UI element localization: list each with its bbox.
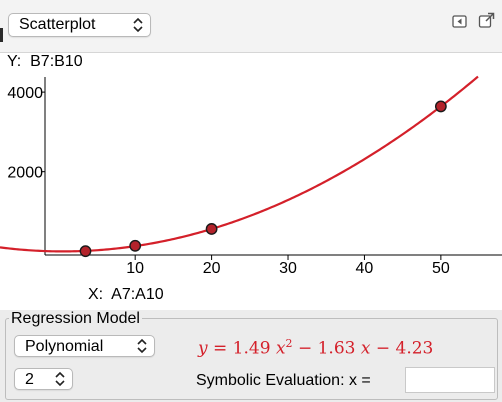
symbolic-evaluation-label: Symbolic Evaluation: x = — [196, 372, 371, 389]
y-tick-label: 4000 — [7, 85, 43, 102]
y-axis-range: B7:B10 — [30, 53, 83, 70]
formula-lhs: y — [198, 338, 208, 359]
formula-coef-a: 1.49 — [232, 338, 271, 359]
formula-equals: = — [213, 338, 228, 359]
data-point — [205, 223, 218, 235]
data-point — [434, 100, 447, 113]
formula-coef-c: 4.23 — [395, 338, 434, 359]
popout-window-icon[interactable] — [478, 12, 495, 29]
y-axis-prefix: Y: — [7, 53, 22, 70]
x-axis-range: A7:A10 — [111, 286, 164, 303]
x-tick-label: 40 — [356, 260, 374, 277]
regression-model-select[interactable]: Polynomial — [14, 335, 155, 357]
chevron-up-down-icon — [54, 371, 66, 387]
regression-group-frame — [5, 318, 498, 400]
data-point — [79, 245, 92, 258]
data-point — [129, 239, 142, 252]
x-tick-label: 20 — [203, 260, 221, 277]
formula-operator-2: − — [375, 338, 391, 359]
regression-panel: Regression Model Polynomial y = 1.49 x2 … — [0, 310, 502, 402]
x-tick-label: 10 — [126, 260, 144, 277]
formula-var-x: x — [360, 338, 371, 359]
degree-value: 2 — [25, 371, 34, 388]
regression-formula: y = 1.49 x2 − 1.63 x − 4.23 — [198, 337, 433, 359]
formula-operator-1: − — [297, 338, 313, 359]
symbolic-evaluation-input[interactable] — [405, 367, 495, 393]
chevron-up-down-icon — [132, 17, 144, 33]
collapse-panel-icon[interactable] — [452, 15, 468, 29]
degree-stepper[interactable]: 2 — [14, 368, 73, 390]
formula-var-x2: x — [275, 338, 286, 359]
formula-coef-b: 1.63 — [317, 338, 356, 359]
x-axis-range-label: X: A7:A10 — [88, 286, 164, 304]
plot-type-value: Scatterplot — [19, 16, 96, 33]
window-edge-marker — [0, 28, 3, 42]
x-tick-label: 30 — [279, 260, 297, 277]
scatter-plot[interactable]: 10 20 30 40 50 2000 4000 — [0, 52, 502, 310]
x-axis-prefix: X: — [88, 286, 104, 303]
regression-curve — [0, 75, 479, 253]
plot-type-select[interactable]: Scatterplot — [8, 13, 151, 37]
regression-group-title: Regression Model — [9, 310, 142, 328]
formula-exponent: 2 — [285, 337, 293, 350]
y-axis-range-label: Y: B7:B10 — [7, 53, 83, 71]
x-tick-label: 50 — [432, 260, 450, 277]
chevron-up-down-icon — [136, 338, 148, 354]
scatter-plot-svg: 10 20 30 40 50 2000 4000 — [0, 75, 502, 277]
y-tick-label: 2000 — [7, 165, 43, 182]
plot-toolbar: Scatterplot — [0, 0, 502, 53]
regression-model-value: Polynomial — [25, 338, 104, 355]
